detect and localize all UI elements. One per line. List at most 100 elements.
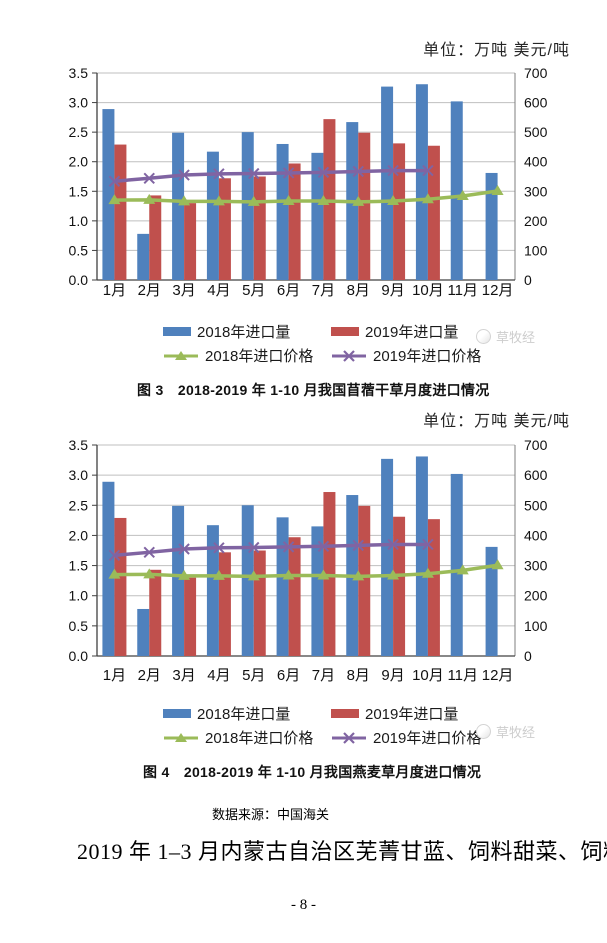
bar [218,552,231,656]
section-heading: 2019 年 1–3 月内蒙古自治区芜菁甘蓝、饲料甜菜、饲料 [77,839,607,864]
svg-text:9月: 9月 [381,282,404,299]
bar [149,195,162,280]
left-axis-labels: 0.0 0.5 1.0 1.5 2.0 2.5 3.0 3.5 [69,437,89,664]
svg-text:100: 100 [524,618,548,634]
bar [137,233,150,280]
svg-text:2.0: 2.0 [69,527,89,543]
bar [102,109,115,280]
bar [381,86,394,280]
x-axis-labels: 1月 2月 3月 4月 5月 6月 7月 8月 9月 10月 11月 12月 [103,667,514,684]
legend-item-2018年进口价格: 2018年进口价格 [163,345,331,366]
right-axis-labels: 0 100 200 300 400 500 600 700 [524,65,548,288]
svg-text:200: 200 [524,213,548,229]
legend-label: 2018年进口价格 [205,730,314,747]
svg-text:500: 500 [524,124,548,140]
triangle-marker [178,569,191,580]
bar [427,145,440,280]
triangle-marker [421,193,434,204]
triangle-marker [143,568,156,579]
triangle-marker [282,195,295,206]
svg-text:2月: 2月 [138,282,161,299]
bar [241,505,254,656]
legend-item-2019年进口价格: 2019年进口价格 [331,345,481,366]
figure4-chart: 0.0 0.5 1.0 1.5 2.0 2.5 3.0 3.5 0 100 200 300 400 500… [69,437,548,684]
bar [450,101,463,280]
legend-item-2019年进口量: 2019年进口量 [331,321,481,342]
svg-text:200: 200 [524,588,548,604]
bar [253,176,266,280]
x-axis-labels: 1月 2月 3月 4月 5月 6月 7月 8月 9月 10月 11月 12月 [103,282,514,299]
legend-bar-swatch [331,327,359,336]
svg-text:2月: 2月 [138,667,161,684]
svg-text:600: 600 [524,95,548,111]
svg-text:1.0: 1.0 [69,213,89,229]
triangle-marker [212,569,225,580]
bars-2018年进口量 [102,84,498,281]
bar [102,481,115,656]
legend-label: 2018年进口价格 [205,348,314,365]
triangle-marker [108,194,121,205]
figure3-legend: 2018年进口量 2019年进口量 2018年进口价格 2019年进口价格 [163,321,481,366]
svg-text:400: 400 [524,154,548,170]
watermark-text: 草牧经 [496,725,536,740]
bar [450,473,463,656]
svg-text:7月: 7月 [312,667,335,684]
bar [184,577,197,656]
triangle-marker [352,195,365,206]
svg-text:4月: 4月 [207,282,230,299]
triangle-marker [456,190,469,201]
legend-label: 2019年进口量 [365,706,459,723]
svg-text:12月: 12月 [482,667,514,684]
legend-x-line-icon [332,731,366,744]
gridlines [97,444,515,627]
watermark-text: 草牧经 [496,330,536,345]
svg-text:9月: 9月 [381,667,404,684]
svg-text:0.5: 0.5 [69,242,89,258]
svg-text:11月: 11月 [447,667,478,684]
left-axis-labels: 0.0 0.5 1.0 1.5 2.0 2.5 3.0 3.5 [69,65,89,288]
svg-text:1月: 1月 [103,667,126,684]
unit-label-figure4: 单位：万吨 美元/吨 [423,413,570,430]
bar [358,132,371,280]
svg-text:5月: 5月 [242,282,265,299]
bar [172,505,185,656]
triangle-marker [212,195,225,206]
bar [184,203,197,280]
svg-text:0.5: 0.5 [69,618,89,634]
legend-triangle-line-icon [164,732,198,742]
svg-text:1.0: 1.0 [69,588,89,604]
triangle-marker [317,569,330,580]
bar [358,505,371,656]
svg-text:12月: 12月 [482,282,514,299]
figure3-caption: 图 3 2018-2019 年 1-10 月我国苜蓿干草月度进口情况 [137,382,490,398]
triangle-marker [456,564,469,575]
price-line-2018年进口价格 [108,559,504,581]
svg-text:3月: 3月 [172,667,195,684]
bar [218,178,231,280]
bar [393,143,406,280]
unit-label-figure3: 单位：万吨 美元/吨 [423,42,570,59]
svg-text:6月: 6月 [277,282,300,299]
svg-text:3.5: 3.5 [69,65,89,81]
bar [427,519,440,656]
legend-item-2018年进口量: 2018年进口量 [163,703,331,724]
svg-text:600: 600 [524,467,548,483]
triangle-marker [387,195,400,206]
svg-text:7月: 7月 [312,282,335,299]
price-line-2019年进口价格 [108,538,434,562]
price-line-2019年进口价格 [108,164,434,187]
page-number: - 8 - [291,897,316,913]
legend-label: 2018年进口量 [197,324,291,341]
svg-text:2.0: 2.0 [69,154,89,170]
triangle-marker [108,568,121,579]
legend-label: 2018年进口量 [197,706,291,723]
axes [92,444,516,657]
svg-text:0: 0 [524,272,532,288]
watermark-logo-icon [476,329,491,344]
triangle-marker [491,559,504,570]
svg-text:0.0: 0.0 [69,272,89,288]
svg-text:0: 0 [524,648,532,664]
triangle-marker [178,195,191,206]
bar [241,132,254,280]
triangle-marker [247,195,260,206]
